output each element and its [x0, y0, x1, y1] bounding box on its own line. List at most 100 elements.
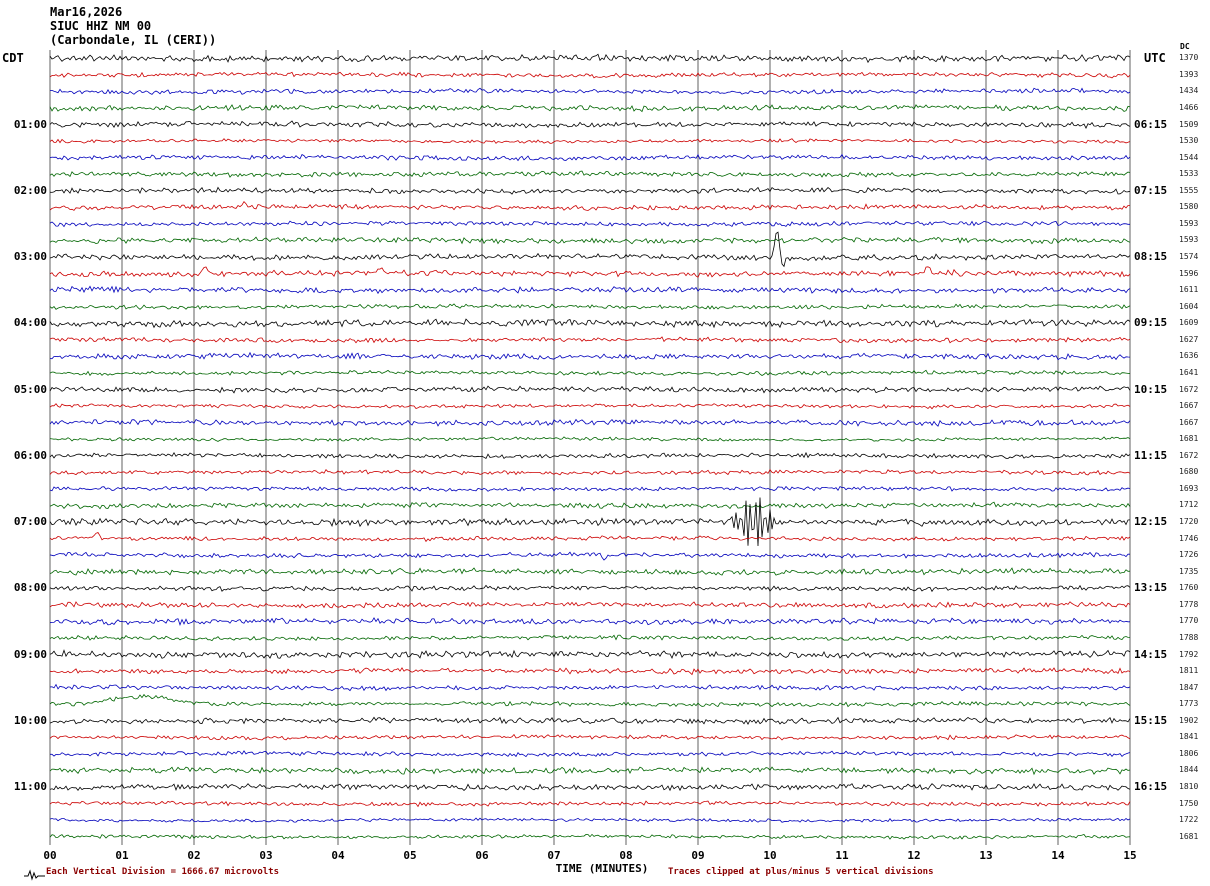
header-station: SIUC HHZ NM 00	[50, 19, 152, 33]
dc-value: 1720	[1179, 517, 1199, 527]
seismogram-trace	[49, 403, 1131, 410]
dc-value: 1596	[1179, 268, 1199, 278]
seismogram-trace	[49, 220, 1130, 228]
dc-value: 1770	[1179, 616, 1199, 626]
seismogram-trace	[49, 138, 1131, 144]
dc-value: 1636	[1179, 351, 1199, 361]
seismogram-trace	[49, 766, 1131, 776]
right-hour-label: 10:15	[1134, 382, 1168, 396]
x-tick-label: 07	[547, 849, 561, 862]
left-hour-label: 09:00	[13, 647, 47, 661]
seismogram-trace	[49, 436, 1131, 442]
dc-column-header: DC	[1180, 42, 1190, 51]
dc-value: 1792	[1179, 649, 1199, 659]
seismogram-trace	[49, 567, 1131, 576]
dc-value: 1667	[1179, 401, 1199, 411]
dc-value: 1810	[1179, 782, 1199, 792]
right-hour-label: 08:15	[1134, 250, 1168, 264]
x-tick-label: 00	[43, 849, 57, 862]
dc-value: 1434	[1179, 86, 1199, 96]
seismogram-trace	[49, 87, 1131, 95]
dc-value: 1788	[1179, 632, 1199, 642]
dc-value: 1593	[1179, 235, 1199, 245]
dc-value: 1555	[1179, 185, 1199, 195]
header-location: (Carbondale, IL (CERI))	[50, 33, 217, 47]
seismogram-trace	[49, 418, 1131, 427]
header-date: Mar16,2026	[50, 5, 123, 19]
seismogram-trace	[49, 336, 1131, 344]
seismogram-trace	[49, 170, 1131, 178]
dc-value: 1735	[1179, 566, 1199, 576]
seismogram-trace	[49, 468, 1131, 476]
seismogram-trace	[49, 120, 1131, 130]
seismogram-trace	[49, 497, 1131, 547]
seismogram-trace	[49, 266, 1131, 278]
seismogram-trace	[49, 601, 1131, 609]
seismogram-trace	[49, 667, 1131, 676]
seismogram-trace	[49, 71, 1131, 79]
right-hour-label: 11:15	[1134, 448, 1168, 462]
right-hour-label: 12:15	[1134, 515, 1168, 529]
x-tick-label: 11	[835, 849, 849, 862]
dc-value: 1712	[1179, 500, 1199, 510]
left-hour-label: 01:00	[13, 117, 47, 131]
right-timezone-label: UTC	[1144, 51, 1166, 65]
seismogram-trace	[49, 501, 1131, 510]
seismogram-trace	[49, 817, 1131, 823]
dc-value: 1681	[1179, 831, 1199, 841]
left-hour-label: 11:00	[13, 780, 47, 794]
dc-value: 1902	[1179, 715, 1199, 725]
seismogram-trace	[49, 318, 1131, 329]
dc-value: 1593	[1179, 218, 1199, 228]
left-timezone-label: CDT	[2, 51, 24, 65]
dc-value: 1773	[1179, 699, 1199, 709]
seismogram-trace	[49, 485, 1131, 492]
seismogram-trace	[49, 617, 1130, 626]
dc-value: 1544	[1179, 152, 1199, 162]
seismogram-trace	[49, 231, 1131, 268]
clip-note: Traces clipped at plus/minus 5 vertical …	[668, 867, 934, 877]
x-tick-label: 04	[331, 849, 345, 862]
x-tick-label: 10	[763, 849, 777, 862]
scale-note: Each Vertical Division = 1666.67 microvo…	[46, 867, 279, 877]
dc-value: 1778	[1179, 599, 1199, 609]
dc-value: 1609	[1179, 318, 1199, 328]
seismogram-trace	[49, 532, 1131, 543]
seismogram-trace	[49, 385, 1131, 394]
dc-value: 1841	[1179, 732, 1199, 742]
x-tick-label: 02	[187, 849, 201, 862]
seismogram-trace	[49, 451, 1131, 460]
seismogram-trace	[49, 186, 1131, 195]
seismogram-trace	[49, 634, 1131, 642]
x-tick-label: 01	[115, 849, 129, 862]
x-axis-title: TIME (MINUTES)	[555, 862, 649, 875]
seismogram-trace	[49, 200, 1130, 211]
x-tick-label: 12	[907, 849, 921, 862]
left-hour-label: 04:00	[13, 316, 47, 330]
seismogram-trace	[49, 733, 1131, 741]
seismogram-trace	[49, 303, 1131, 310]
seismogram-trace	[49, 584, 1131, 593]
seismogram-trace	[49, 716, 1131, 725]
x-tick-label: 08	[619, 849, 633, 862]
dc-value: 1667	[1179, 417, 1199, 427]
dc-value: 1672	[1179, 384, 1199, 394]
dc-value: 1611	[1179, 285, 1199, 295]
seismogram-trace	[49, 649, 1131, 660]
dc-value: 1722	[1179, 815, 1199, 825]
dc-value: 1680	[1179, 467, 1199, 477]
dc-value: 1533	[1179, 169, 1199, 179]
dc-value: 1627	[1179, 334, 1199, 344]
seismogram-trace	[49, 104, 1131, 113]
dc-value: 1847	[1179, 682, 1199, 692]
dc-value: 1530	[1179, 136, 1199, 146]
left-hour-label: 02:00	[13, 183, 47, 197]
seismogram-trace	[49, 236, 1131, 245]
dc-value: 1466	[1179, 102, 1199, 112]
dc-value: 1393	[1179, 69, 1199, 79]
seismogram-trace	[49, 153, 1131, 162]
x-tick-label: 15	[1123, 849, 1137, 862]
dc-value: 1726	[1179, 550, 1199, 560]
dc-value: 1604	[1179, 301, 1199, 311]
